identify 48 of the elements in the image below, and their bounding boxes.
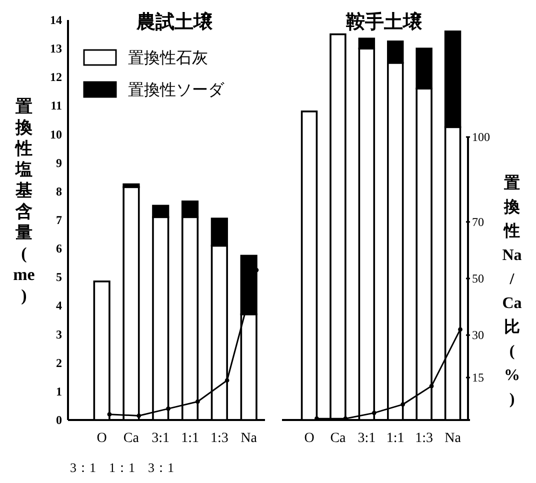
point <box>429 384 434 388</box>
point <box>372 410 376 416</box>
y-tick-label: 9 <box>56 156 62 170</box>
y-tick-label: 0 <box>56 413 62 427</box>
y2-tick-label: 70 <box>472 214 484 229</box>
x-tick-label: O <box>304 431 314 446</box>
y2-tick-label: 100 <box>472 130 490 144</box>
point <box>224 378 230 383</box>
point <box>166 406 170 411</box>
y-tick-label: 3 <box>56 327 62 342</box>
point <box>195 399 200 404</box>
point <box>400 402 406 407</box>
y-tick-label: 8 <box>56 184 62 198</box>
x-tick-label: 1:3 <box>415 431 434 446</box>
y-tick-label: 12 <box>50 70 62 84</box>
legend-label: 置換性石灰 <box>128 50 208 67</box>
text: 3：1 1：1 3：1 <box>70 460 174 475</box>
x-tick-label: Ca <box>330 431 347 446</box>
text: 置換性塩基含量(me) <box>13 97 35 305</box>
point <box>136 414 142 418</box>
point <box>458 327 462 332</box>
y-tick-label: 7 <box>56 213 62 227</box>
x-tick-label: O <box>96 431 107 446</box>
y-tick-label: 1 <box>56 384 62 398</box>
y-tick-label: 14 <box>50 13 62 27</box>
x-tick-label: 3:1 <box>358 431 376 446</box>
y-tick-label: 10 <box>50 127 62 142</box>
x-tick-label: 1:3 <box>210 431 228 446</box>
y-tick-label: 4 <box>56 298 62 313</box>
y2-tick-label: 15 <box>472 370 484 385</box>
x-tick-label: 1:1 <box>181 431 199 446</box>
point <box>107 412 112 417</box>
y2-tick-label: 30 <box>472 328 484 342</box>
y-tick-label: 6 <box>56 242 62 256</box>
chart-title: 農試土壌 <box>136 11 214 33</box>
chart-title: 鞍手土壌 <box>345 11 423 33</box>
x-tick-label: Na <box>444 431 462 446</box>
text: 置換性Na/Ca比(%) <box>502 175 522 408</box>
x-tick-label: 1:1 <box>386 431 404 446</box>
x-tick-label: Na <box>240 431 258 446</box>
x-tick-label: Ca <box>123 431 140 446</box>
x-tick-label: 3:1 <box>152 431 170 446</box>
y-tick-label: 2 <box>56 356 62 370</box>
y-tick-label: 13 <box>50 42 62 56</box>
legend-label: 置換性ソーダ <box>128 82 225 99</box>
y2-tick-label: 50 <box>472 272 484 286</box>
y-tick-label: 5 <box>56 270 62 284</box>
y-tick-label: 11 <box>50 98 62 113</box>
